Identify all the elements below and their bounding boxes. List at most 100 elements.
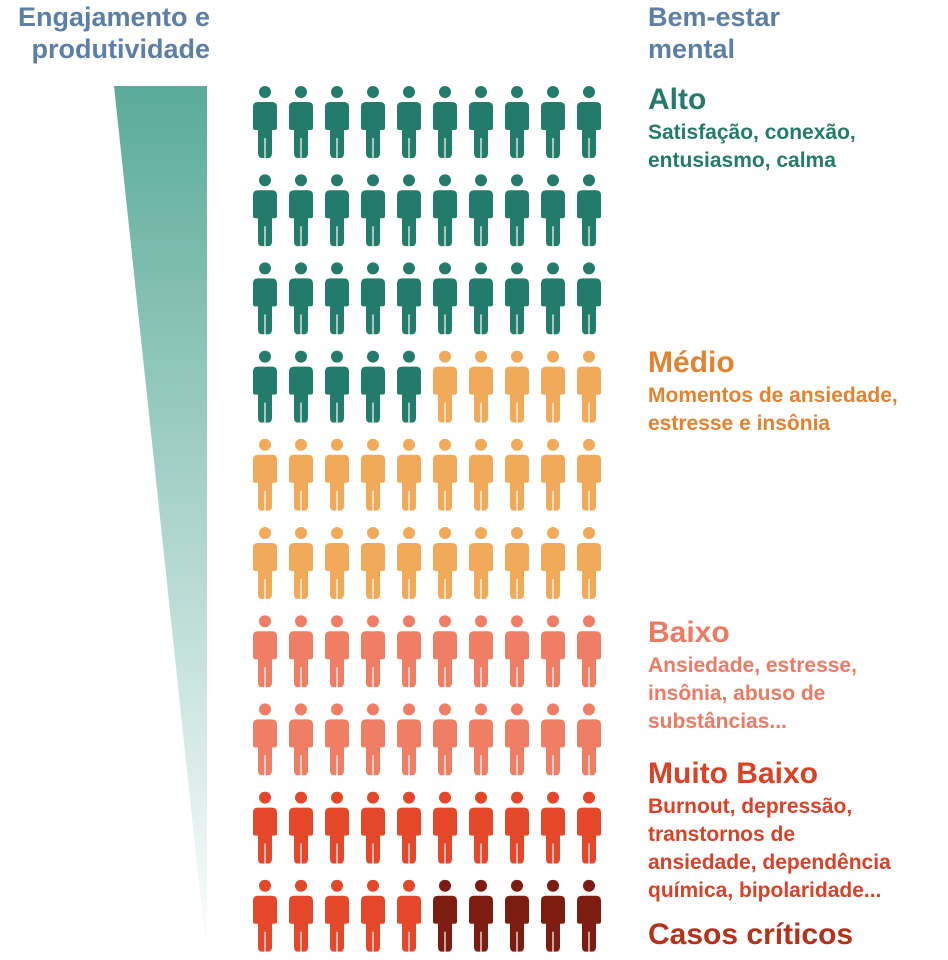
category-baixo-desc-line2: insônia, abuso de — [648, 682, 826, 705]
category-medio-desc-line2: estresse e insônia — [648, 412, 831, 435]
category-medio-title: Médio — [648, 346, 735, 379]
person-icon — [469, 438, 493, 511]
category-baixo-title: Baixo — [648, 616, 730, 649]
person-icon — [289, 527, 313, 599]
person-icon — [505, 86, 529, 158]
mental-wellbeing-header: Bem-estar mental — [648, 1, 780, 65]
person-icon — [469, 86, 493, 158]
person-icon — [253, 615, 277, 688]
person-icon — [325, 791, 349, 864]
person-icon — [289, 86, 313, 158]
person-icon — [397, 703, 421, 776]
person-icon — [505, 527, 529, 599]
person-icon — [469, 527, 493, 599]
category-casos-criticos-title: Casos críticos — [648, 918, 854, 951]
person-icon — [253, 350, 277, 423]
person-icon — [505, 174, 529, 247]
person-icon — [505, 791, 529, 864]
person-icon — [577, 86, 601, 158]
person-icon — [469, 262, 493, 335]
person-icon — [577, 174, 601, 247]
person-icon — [541, 438, 565, 511]
person-icon — [433, 174, 457, 247]
person-icon — [253, 703, 277, 776]
person-icon — [433, 615, 457, 688]
person-icon — [289, 262, 313, 335]
person-icon — [541, 262, 565, 335]
person-icon — [361, 527, 385, 599]
person-icon — [253, 86, 277, 158]
category-muito-baixo-title: Muito Baixo — [648, 757, 818, 790]
person-icon — [469, 174, 493, 247]
person-icon — [469, 350, 493, 423]
person-icon — [289, 879, 313, 952]
category-alto: Alto Satisfação, conexão, entusiasmo, ca… — [648, 83, 944, 175]
category-baixo-desc-line1: Ansiedade, estresse, — [648, 654, 857, 677]
person-icon — [433, 86, 457, 158]
person-icon — [289, 438, 313, 511]
person-icon — [469, 879, 493, 952]
person-icon — [505, 438, 529, 511]
category-alto-desc-line1: Satisfação, conexão, — [648, 121, 856, 144]
person-icon — [325, 174, 349, 247]
person-icon — [397, 615, 421, 688]
engagement-productivity-header: Engajamento e produtividade — [0, 1, 210, 65]
engagement-header-line2: produtividade — [31, 34, 210, 64]
person-icon — [361, 879, 385, 952]
person-icon — [433, 527, 457, 599]
person-icon — [361, 615, 385, 688]
person-icon — [397, 350, 421, 423]
person-icon — [289, 703, 313, 776]
person-icon — [541, 615, 565, 688]
wellbeing-header-line1: Bem-estar — [648, 2, 781, 32]
person-icon — [577, 615, 601, 688]
person-icon — [325, 438, 349, 511]
person-icon — [469, 703, 493, 776]
person-icon — [541, 527, 565, 599]
person-icon — [397, 174, 421, 247]
person-icon — [505, 615, 529, 688]
person-icon — [361, 174, 385, 247]
person-icon — [361, 438, 385, 511]
person-icon — [361, 703, 385, 776]
person-icon — [325, 527, 349, 599]
category-muito-baixo-desc-line1: Burnout, depressão, — [648, 795, 853, 818]
person-icon — [505, 879, 529, 952]
category-muito-baixo-desc-line3: ansiedade, dependência — [648, 851, 891, 874]
person-icon — [469, 615, 493, 688]
person-icon — [577, 438, 601, 511]
category-muito-baixo-desc-line2: transtornos de — [648, 823, 796, 846]
person-icon — [541, 174, 565, 247]
person-icon — [325, 350, 349, 423]
person-icon — [361, 791, 385, 864]
person-icon — [541, 791, 565, 864]
person-icon — [577, 262, 601, 335]
person-icon — [505, 350, 529, 423]
person-icon — [289, 615, 313, 688]
category-baixo: Baixo Ansiedade, estresse, insônia, abus… — [648, 616, 944, 736]
person-icon — [361, 262, 385, 335]
person-icon — [325, 262, 349, 335]
person-icon — [253, 262, 277, 335]
person-icon — [577, 703, 601, 776]
person-icon — [433, 879, 457, 952]
person-icon — [289, 791, 313, 864]
person-icon — [397, 86, 421, 158]
person-icon — [577, 527, 601, 599]
person-icon — [325, 879, 349, 952]
category-alto-desc-line2: entusiasmo, calma — [648, 149, 836, 172]
person-icon — [397, 527, 421, 599]
person-icon — [253, 879, 277, 952]
category-muito-baixo: Muito Baixo Burnout, depressão, transtor… — [648, 757, 944, 905]
person-icon — [397, 438, 421, 511]
category-baixo-desc-line3: substâncias... — [648, 710, 787, 733]
person-icon — [397, 791, 421, 864]
person-icon — [253, 438, 277, 511]
person-icon — [433, 791, 457, 864]
person-icon — [253, 174, 277, 247]
category-alto-title: Alto — [648, 83, 707, 116]
person-icon — [325, 703, 349, 776]
category-medio-desc-line1: Momentos de ansiedade, — [648, 384, 898, 407]
category-medio: Médio Momentos de ansiedade, estresse e … — [648, 346, 944, 438]
person-icon — [433, 703, 457, 776]
